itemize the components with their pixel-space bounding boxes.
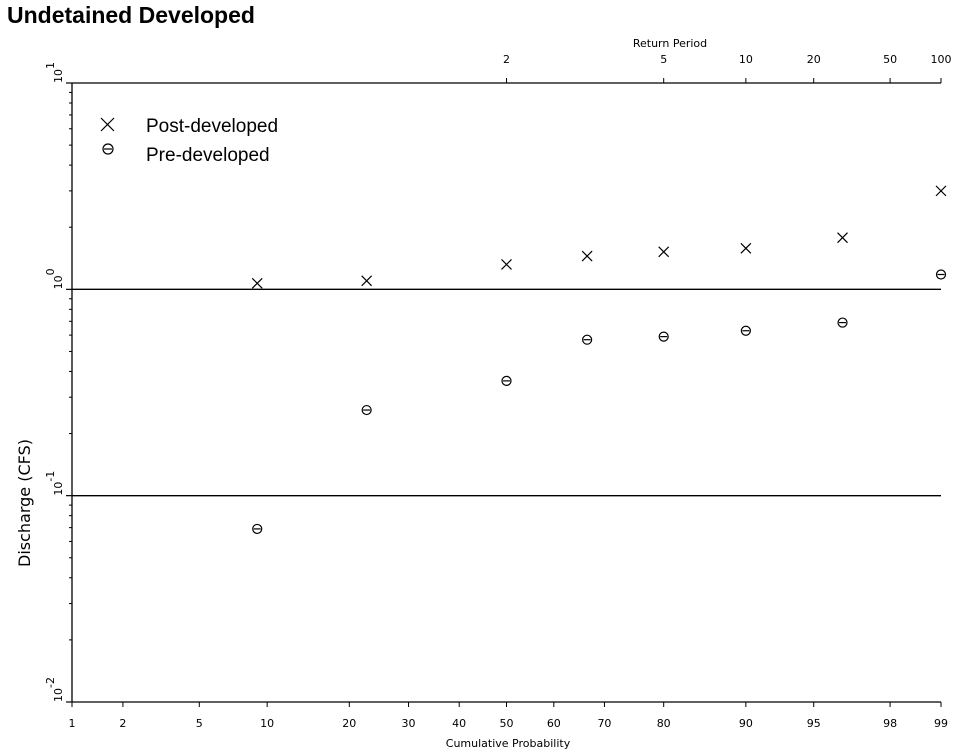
pre-developed-point xyxy=(252,523,263,535)
legend-post-marker-b xyxy=(100,117,115,132)
legend-pre-label: Pre-developed xyxy=(146,145,270,166)
x-tick-label: 70 xyxy=(597,717,611,730)
x-tick-label: 10 xyxy=(260,717,274,730)
x-axis-title: Cumulative Probability xyxy=(446,737,571,750)
x-tick-label: 99 xyxy=(934,717,948,730)
legend-post-label: Post-developed xyxy=(146,116,278,137)
post-developed-point xyxy=(935,185,947,197)
return-period-title: Return Period xyxy=(633,37,707,50)
x-tick-label: 20 xyxy=(342,717,356,730)
pre-developed-point xyxy=(658,331,669,342)
pre-developed-point xyxy=(582,334,593,345)
chart-title: Undetained Developed xyxy=(7,2,255,28)
y-axis-title: Discharge (CFS) xyxy=(15,439,34,567)
x-tick-label: 80 xyxy=(657,717,671,730)
return-period-label: 10 xyxy=(739,53,753,66)
x-axis-ticks: 1 2 5 10 20 30 40 50 60 70 80 90 95 98 99 xyxy=(69,702,948,730)
y-tick-label: 10-1 xyxy=(44,471,65,496)
plot-frame xyxy=(71,82,941,703)
return-period-label: 2 xyxy=(503,53,510,66)
x-tick-label: 30 xyxy=(402,717,416,730)
post-developed-point xyxy=(740,242,752,254)
post-developed-point xyxy=(501,259,512,270)
pre-developed-point xyxy=(361,404,372,416)
pre-developed-point xyxy=(935,269,947,280)
x-tick-label: 1 xyxy=(69,717,76,730)
gridlines xyxy=(72,288,941,497)
x-tick-label: 5 xyxy=(196,717,203,730)
x-tick-label: 60 xyxy=(547,717,561,730)
data-points xyxy=(251,185,947,535)
legend-pre-marker xyxy=(102,143,114,155)
pre-developed-point xyxy=(501,375,512,386)
y-tick-label: 101 xyxy=(44,62,65,83)
x-tick-label: 90 xyxy=(739,717,753,730)
pre-developed-point xyxy=(837,317,848,328)
post-developed-point xyxy=(361,275,373,287)
y-tick-label: 100 xyxy=(44,268,65,289)
return-period-label: 100 xyxy=(931,53,952,66)
post-developed-point xyxy=(251,277,263,289)
post-developed-point xyxy=(658,246,670,258)
x-tick-label: 2 xyxy=(119,717,126,730)
post-developed-point xyxy=(581,250,593,262)
pre-developed-point xyxy=(740,325,751,336)
x-tick-label: 98 xyxy=(883,717,897,730)
x-tick-label: 40 xyxy=(452,717,466,730)
y-axis-ticks: 101 100 10-1 10-2 xyxy=(44,62,72,703)
return-period-axis: 2 5 10 20 50 100 xyxy=(503,53,952,83)
x-tick-label: 50 xyxy=(500,717,514,730)
legend: Post-developed Pre-developed xyxy=(100,116,278,166)
return-period-label: 5 xyxy=(660,53,667,66)
return-period-label: 50 xyxy=(883,53,897,66)
return-period-label: 20 xyxy=(807,53,821,66)
post-developed-point xyxy=(837,232,848,244)
y-tick-label: 10-2 xyxy=(44,677,65,702)
x-tick-label: 95 xyxy=(807,717,821,730)
